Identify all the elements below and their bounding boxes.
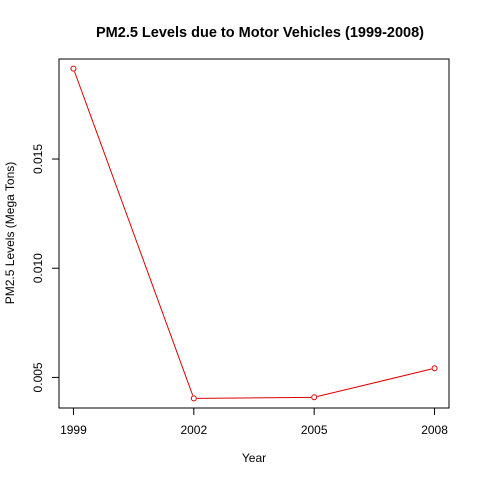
x-tick-label: 2002 [180, 423, 207, 437]
data-point [190, 395, 197, 402]
x-tick-label: 1999 [60, 423, 87, 437]
series-line-segment [317, 368, 432, 398]
series-layer [70, 65, 438, 402]
y-tick-label: 0.015 [31, 144, 45, 174]
x-axis-label: Year [242, 451, 266, 465]
chart-title: PM2.5 Levels due to Motor Vehicles (1999… [96, 25, 424, 41]
y-tick-label: 0.005 [31, 362, 45, 392]
y-tick-label: 0.010 [31, 253, 45, 283]
data-point [431, 365, 438, 372]
series-line-segment [197, 396, 311, 399]
x-axis: 1999 2002 2005 2008 [60, 407, 448, 437]
x-tick-label: 2008 [421, 423, 448, 437]
y-axis-label: PM2.5 Levels (Mega Tons) [3, 162, 17, 305]
x-tick-label: 2005 [301, 423, 328, 437]
data-point [70, 65, 77, 72]
data-point [311, 394, 318, 401]
series-line-segment [74, 71, 194, 396]
y-axis: 0.005 0.010 0.015 [31, 144, 60, 392]
